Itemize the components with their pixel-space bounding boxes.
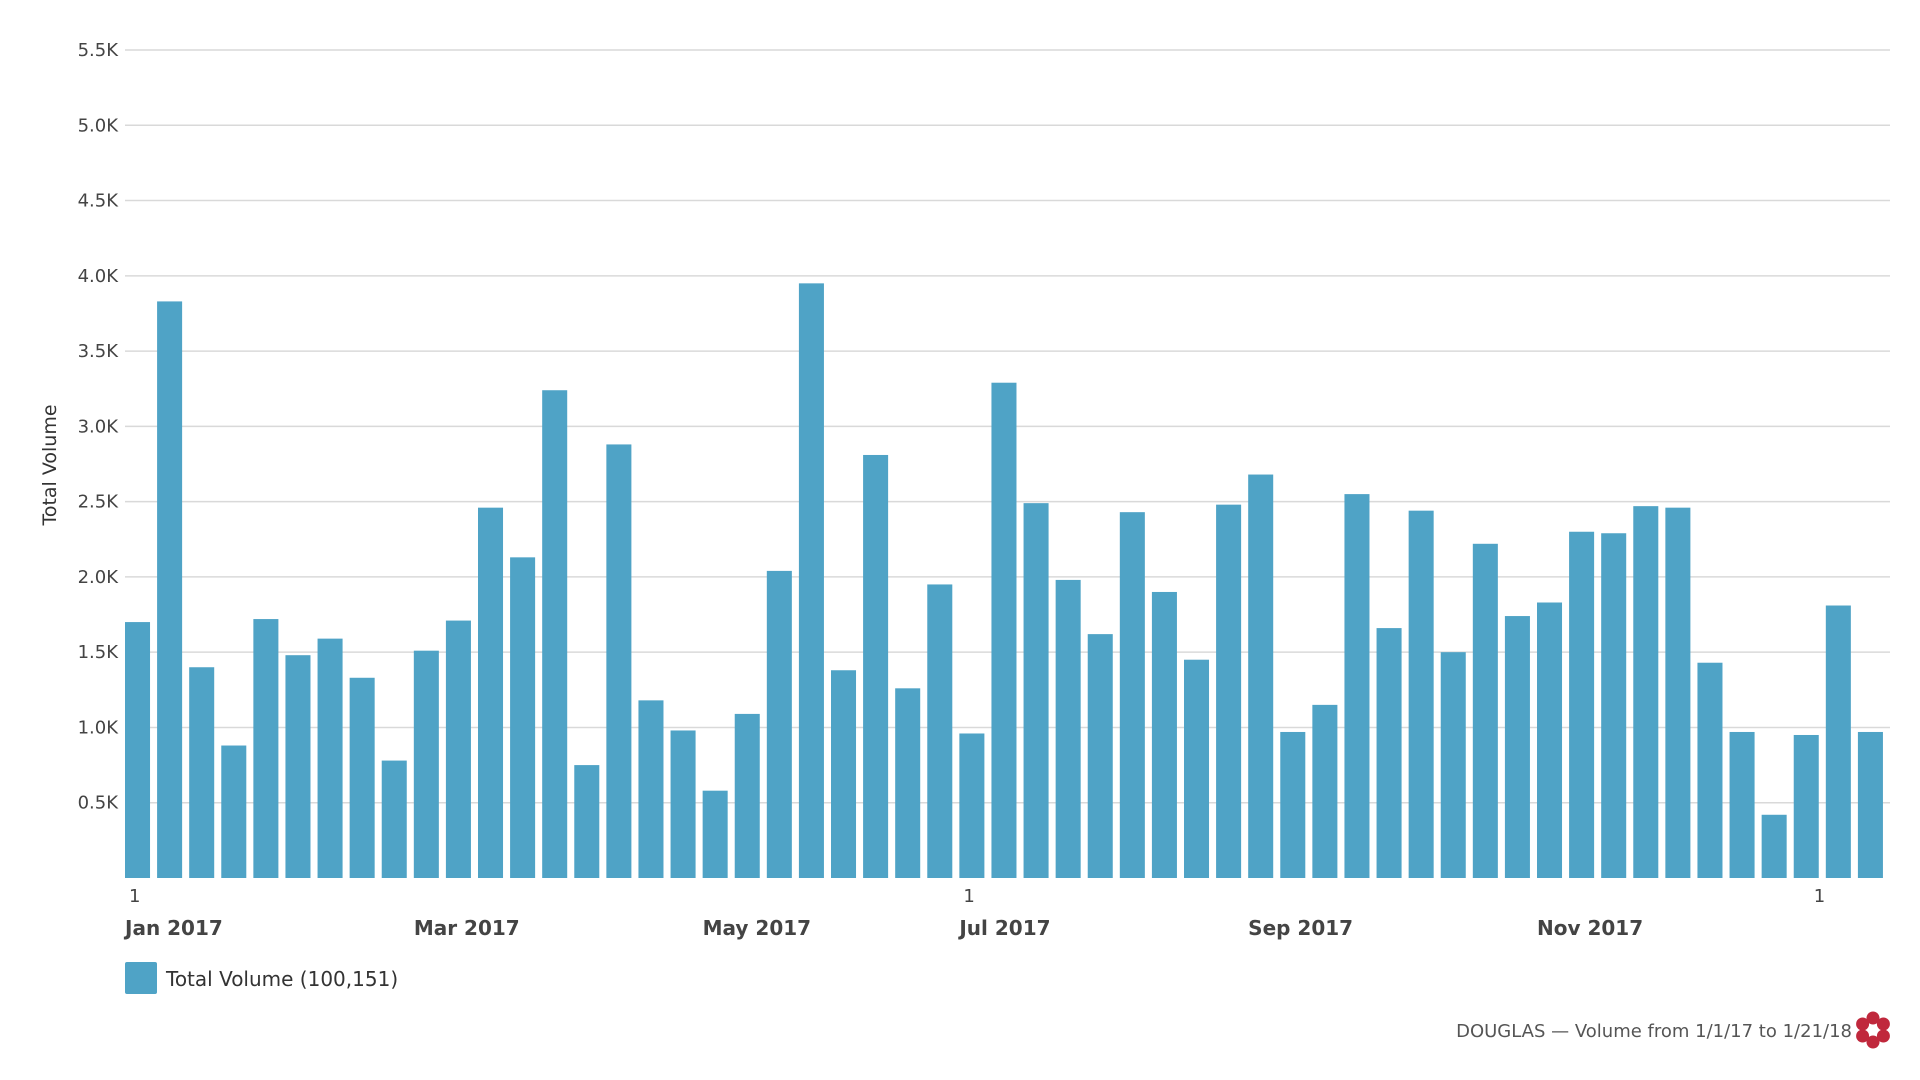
logo-dot xyxy=(1866,1011,1880,1025)
bar[interactable] xyxy=(1504,616,1530,878)
legend[interactable]: Total Volume (100,151) xyxy=(125,962,398,994)
bar[interactable] xyxy=(413,650,439,878)
x-tick-month-label: Jan 2017 xyxy=(123,916,223,940)
brand-logo-icon xyxy=(1856,1011,1890,1049)
bar[interactable] xyxy=(959,733,985,878)
bar[interactable] xyxy=(1697,662,1723,878)
bar[interactable] xyxy=(381,760,407,878)
logo-dot xyxy=(1856,1029,1870,1043)
x-tick-month-label: Jul 2017 xyxy=(957,916,1050,940)
y-tick-label: 3.0K xyxy=(78,416,120,437)
bar[interactable] xyxy=(1023,503,1049,878)
bar[interactable] xyxy=(1408,510,1434,878)
bar[interactable] xyxy=(125,622,151,878)
bars xyxy=(125,283,1883,879)
bar[interactable] xyxy=(702,790,728,878)
bar[interactable] xyxy=(478,507,504,878)
bar[interactable] xyxy=(221,745,247,878)
bar[interactable] xyxy=(606,444,632,878)
bar[interactable] xyxy=(991,382,1017,878)
y-tick-label: 1.0K xyxy=(78,717,120,738)
bar[interactable] xyxy=(1665,507,1691,878)
bar[interactable] xyxy=(766,570,792,878)
logo-dot xyxy=(1856,1017,1870,1031)
x-tick-labels: 1 Jan 2017 Mar 2017 May 2017 1 Jul 2017 Sep 20… xyxy=(123,886,1825,940)
y-tick-label: 1.5K xyxy=(78,642,120,663)
bar[interactable] xyxy=(798,283,824,879)
chart-credit: DOUGLAS — Volume from 1/1/17 to 1/21/18 xyxy=(1456,1021,1852,1042)
bar[interactable] xyxy=(1793,734,1819,878)
bar[interactable] xyxy=(542,390,568,878)
bar[interactable] xyxy=(189,667,215,878)
y-tick-label: 5.5K xyxy=(78,40,120,61)
logo-dot xyxy=(1876,1029,1890,1043)
x-tick-month-label: May 2017 xyxy=(703,916,811,940)
bar[interactable] xyxy=(317,638,343,878)
bar[interactable] xyxy=(1825,605,1851,878)
bar[interactable] xyxy=(1216,504,1242,878)
bar[interactable] xyxy=(1151,591,1177,878)
bar[interactable] xyxy=(445,620,471,878)
bar[interactable] xyxy=(1633,506,1659,878)
bar[interactable] xyxy=(1280,731,1306,878)
bar[interactable] xyxy=(831,670,857,878)
bar[interactable] xyxy=(574,765,600,878)
bar[interactable] xyxy=(1472,543,1498,878)
bar[interactable] xyxy=(927,584,953,878)
y-tick-label: 4.5K xyxy=(78,191,120,212)
bar[interactable] xyxy=(1537,602,1563,879)
bar[interactable] xyxy=(1087,634,1113,878)
x-tick-day-label: 1 xyxy=(1814,886,1825,907)
bar[interactable] xyxy=(1729,731,1755,878)
y-tick-label: 4.0K xyxy=(78,266,120,287)
x-tick-month-label: Mar 2017 xyxy=(414,916,520,940)
bar[interactable] xyxy=(1376,628,1402,878)
logo-dot xyxy=(1866,1035,1880,1049)
logo-dot xyxy=(1876,1017,1890,1031)
bar[interactable] xyxy=(734,713,760,878)
bar[interactable] xyxy=(1312,704,1338,878)
y-tick-label: 2.5K xyxy=(78,492,120,513)
bar[interactable] xyxy=(1569,531,1595,878)
bar[interactable] xyxy=(1601,533,1627,878)
y-axis-label: Total Volume xyxy=(39,404,61,526)
legend-swatch[interactable] xyxy=(125,962,157,994)
bar[interactable] xyxy=(285,655,311,878)
bar[interactable] xyxy=(510,557,536,878)
bar[interactable] xyxy=(1440,652,1466,878)
y-tick-label: 0.5K xyxy=(78,793,120,814)
y-tick-labels: 0.5K 1.0K 1.5K 2.0K 2.5K 3.0K 3.5K 4.0K 4.5K 5.0K… xyxy=(78,40,120,814)
y-tick-label: 5.0K xyxy=(78,115,120,136)
bar[interactable] xyxy=(1184,659,1210,878)
y-tick-label: 3.5K xyxy=(78,341,120,362)
x-tick-day-label: 1 xyxy=(963,886,974,907)
bar[interactable] xyxy=(670,730,696,878)
x-tick-day-label: 1 xyxy=(129,886,140,907)
bar[interactable] xyxy=(1344,494,1370,878)
bar[interactable] xyxy=(895,688,921,878)
bar[interactable] xyxy=(1761,814,1787,878)
bar[interactable] xyxy=(349,677,375,878)
bar[interactable] xyxy=(1248,474,1274,878)
bar[interactable] xyxy=(863,454,889,878)
bar[interactable] xyxy=(1857,731,1883,878)
y-tick-label: 2.0K xyxy=(78,567,120,588)
x-tick-month-label: Nov 2017 xyxy=(1537,916,1643,940)
x-tick-month-label: Sep 2017 xyxy=(1248,916,1353,940)
bar[interactable] xyxy=(638,700,664,878)
bar[interactable] xyxy=(253,619,279,878)
legend-label[interactable]: Total Volume (100,151) xyxy=(165,967,398,991)
bar[interactable] xyxy=(1055,579,1081,878)
bar[interactable] xyxy=(157,301,183,878)
bar[interactable] xyxy=(1119,512,1145,878)
